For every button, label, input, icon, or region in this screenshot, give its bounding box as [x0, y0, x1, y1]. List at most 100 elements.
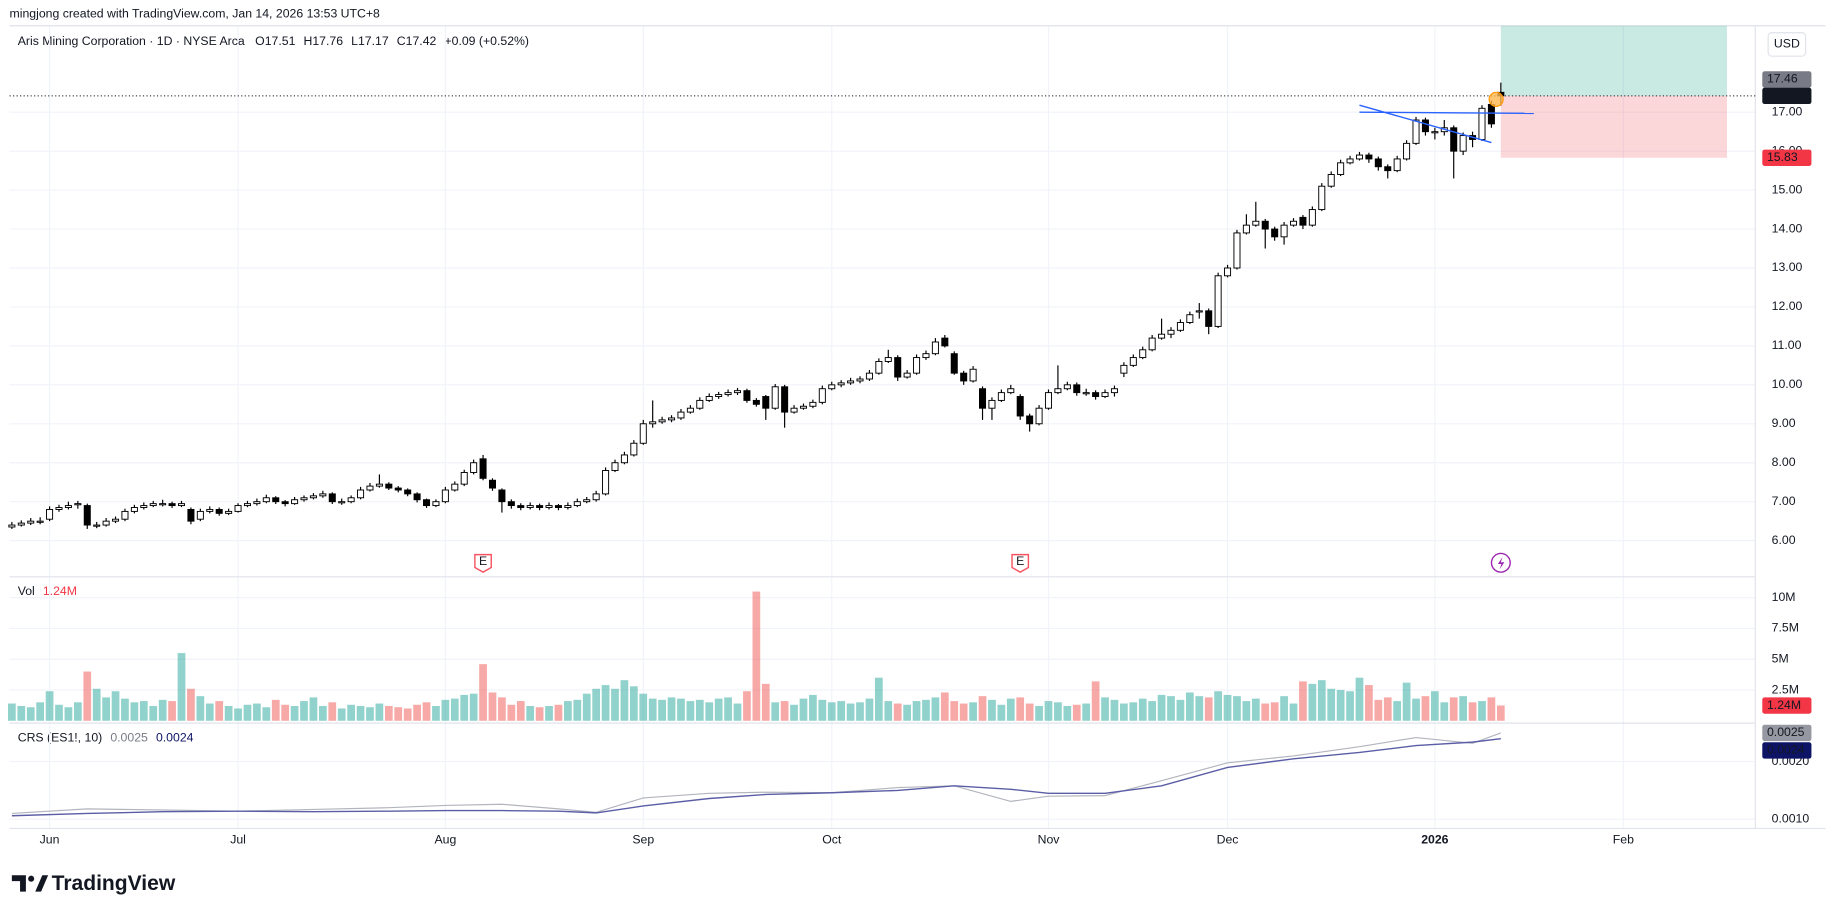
- candle-body: [507, 501, 515, 507]
- candle-body: [960, 372, 968, 382]
- currency-box: [1767, 32, 1807, 57]
- candle-body: [1035, 407, 1043, 425]
- candle-body: [1384, 166, 1392, 172]
- volume-bar: [677, 698, 685, 721]
- candle-body: [847, 380, 855, 384]
- candle-body: [1412, 119, 1420, 144]
- volume-bar: [535, 707, 544, 721]
- candle-body: [1082, 392, 1090, 395]
- candle-body: [1007, 388, 1015, 394]
- volume-bar: [55, 704, 63, 721]
- volume-bar: [450, 698, 459, 721]
- volume-bar: [1261, 703, 1270, 721]
- x-tick-label: Feb: [1613, 832, 1634, 846]
- volume-bar: [903, 704, 911, 721]
- candle-body: [903, 372, 911, 378]
- candle-body: [573, 501, 581, 507]
- volume-bar: [648, 698, 657, 721]
- candle-body: [347, 497, 355, 503]
- brand-logo: TradingView: [11, 872, 176, 895]
- volume-bar: [526, 706, 535, 721]
- volume-bar: [224, 706, 233, 721]
- ohlc-value: 17.42: [406, 34, 437, 48]
- volume-bar: [1365, 685, 1373, 721]
- volume-bar: [64, 707, 73, 721]
- volume-bar: [837, 701, 846, 721]
- candle-body: [931, 341, 939, 355]
- volume-bar: [1355, 677, 1364, 721]
- volume-bar: [1308, 683, 1317, 721]
- candle-body: [611, 462, 619, 471]
- candle-body: [1261, 220, 1269, 230]
- candle-body: [950, 353, 958, 374]
- candle-body: [1459, 135, 1467, 152]
- volume-bar: [17, 706, 26, 721]
- candle-body: [1224, 267, 1232, 277]
- candle-body: [1233, 232, 1241, 269]
- volume-bar: [1383, 697, 1392, 721]
- volume-bar: [771, 702, 780, 721]
- crs-label: 0.0025: [1767, 725, 1805, 739]
- volume-bar: [1459, 696, 1467, 721]
- volume-bar: [83, 671, 92, 721]
- volume-bar: [658, 699, 666, 721]
- ohlc-label: H: [304, 34, 313, 48]
- candle-body: [338, 501, 346, 504]
- volume-bar: [695, 699, 704, 721]
- volume-bar: [1110, 699, 1119, 721]
- candle-body: [451, 483, 459, 491]
- volume-bar: [1204, 697, 1213, 721]
- crs-label: 0.0024: [1767, 743, 1805, 757]
- volume-bar: [1487, 697, 1496, 721]
- y-tick-label: 5M: [1772, 651, 1789, 665]
- symbol-legend: Aris Mining Corporation · 1D · NYSE Arca…: [18, 34, 529, 48]
- volume-bar: [1242, 701, 1251, 721]
- volume-bar: [281, 704, 290, 721]
- volume-label-box: [1762, 697, 1812, 714]
- volume-title: Vol: [18, 584, 35, 598]
- candle-body: [517, 505, 525, 508]
- candle-body: [121, 510, 129, 520]
- volume-bar: [1478, 701, 1486, 721]
- y-tick-label: 12.00: [1772, 299, 1803, 313]
- volume-bar: [309, 697, 318, 721]
- volume-bar: [422, 702, 431, 721]
- volume-bar: [1299, 681, 1307, 721]
- candle-body: [894, 357, 902, 378]
- volume-bar: [1251, 698, 1260, 721]
- volume-bar: [253, 703, 261, 721]
- volume-bar: [498, 697, 506, 721]
- y-tick-label: 2.5M: [1772, 682, 1799, 696]
- candle-body: [470, 462, 478, 473]
- volume-bar: [564, 701, 572, 721]
- volume-bar: [337, 708, 346, 721]
- candle-body: [1450, 127, 1458, 152]
- change: +0.09 (+0.52%): [444, 34, 529, 48]
- candle-body: [1403, 142, 1411, 160]
- volume-bar: [1185, 692, 1194, 721]
- credit: mingjong created with TradingView.com, J…: [10, 6, 381, 20]
- volume-bar: [1270, 702, 1279, 721]
- volume-bar: [639, 693, 648, 721]
- volume-bar: [545, 706, 553, 721]
- volume-bar: [856, 702, 864, 721]
- candle-body: [969, 368, 977, 382]
- volume-bar: [743, 691, 751, 721]
- volume-bar: [1025, 703, 1034, 721]
- candle-body: [102, 520, 110, 526]
- candle-body: [272, 497, 280, 503]
- candle-body: [1016, 396, 1024, 417]
- candle-body: [988, 399, 996, 409]
- volume-bar: [667, 697, 676, 721]
- event-marker: [1011, 553, 1030, 573]
- volume-bar: [1044, 701, 1053, 721]
- y-tick-label: 10M: [1772, 590, 1796, 604]
- volume-bar: [469, 693, 478, 721]
- x-tick-label: Aug: [434, 832, 456, 846]
- candle-body: [997, 392, 1005, 401]
- volume-bar: [629, 686, 638, 721]
- candle-body: [432, 501, 440, 507]
- candle-body: [545, 505, 553, 508]
- candle-body: [677, 411, 685, 419]
- candle-body: [1299, 216, 1307, 226]
